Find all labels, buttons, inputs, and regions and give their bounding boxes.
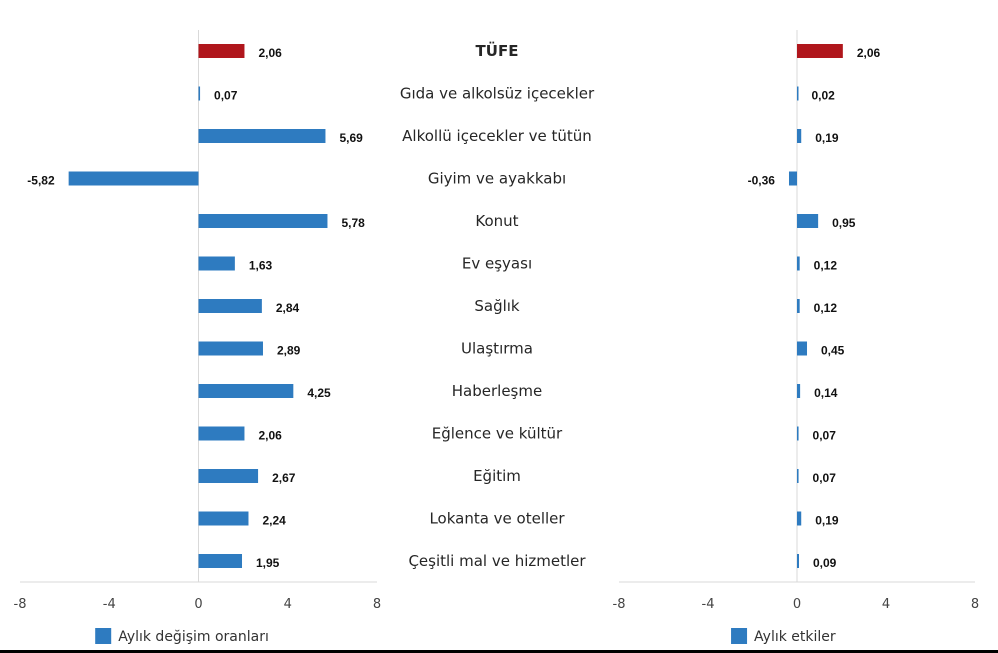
- bar: [198, 384, 294, 398]
- bar: [797, 86, 799, 101]
- data-label: 4,25: [307, 386, 331, 400]
- bar: [797, 469, 799, 483]
- bottom-border: [0, 650, 998, 653]
- data-label: 2,06: [857, 46, 881, 60]
- x-tick-label: -4: [103, 597, 116, 612]
- category-label: Ulaştırma: [461, 340, 533, 358]
- data-label: 0,09: [813, 556, 837, 570]
- data-label: 0,07: [813, 429, 837, 443]
- bar: [788, 171, 797, 186]
- legend-swatch: [95, 628, 112, 644]
- data-label: 5,78: [341, 216, 365, 230]
- category-label: Konut: [475, 212, 518, 230]
- legend-label: Aylık etkiler: [754, 629, 836, 645]
- data-label: 2,06: [258, 46, 282, 60]
- x-tick-label: 8: [971, 597, 979, 612]
- category-label: TÜFE: [476, 41, 519, 60]
- bar: [797, 554, 800, 568]
- data-label: 2,24: [262, 514, 286, 528]
- x-tick-label: 8: [373, 597, 381, 612]
- data-label: 2,84: [276, 301, 300, 315]
- category-label: Lokanta ve oteller: [429, 510, 565, 528]
- x-tick-label: 4: [882, 597, 890, 612]
- data-label: 2,89: [277, 344, 301, 358]
- x-tick-label: 0: [194, 597, 202, 612]
- bar: [198, 44, 245, 58]
- data-label: 5,69: [339, 131, 363, 145]
- data-label: 0,12: [814, 259, 838, 273]
- bar: [68, 171, 199, 186]
- data-label: 1,95: [256, 556, 280, 570]
- category-label: Çeşitli mal ve hizmetler: [408, 552, 586, 570]
- category-label: Sağlık: [474, 297, 520, 315]
- bar: [198, 214, 328, 228]
- data-label: -0,36: [748, 174, 776, 188]
- x-tick-label: 4: [284, 597, 292, 612]
- category-label: Alkollü içecekler ve tütün: [402, 127, 592, 145]
- bar: [797, 256, 800, 271]
- category-label: Giyim ve ayakkabı: [428, 170, 566, 188]
- bar: [198, 554, 243, 568]
- bar: [198, 256, 235, 271]
- data-label: 0,95: [832, 216, 856, 230]
- legend-label: Aylık değişim oranları: [118, 629, 269, 645]
- bar: [797, 384, 801, 398]
- data-label: 0,07: [214, 89, 238, 103]
- x-tick-label: 0: [793, 597, 801, 612]
- data-label: 0,19: [815, 131, 839, 145]
- bar: [198, 129, 326, 143]
- bar: [797, 44, 843, 58]
- data-label: 1,63: [249, 259, 273, 273]
- legend-swatch: [731, 628, 748, 644]
- data-label: 0,12: [814, 301, 838, 315]
- data-label: 0,07: [813, 471, 837, 485]
- category-label: Eğitim: [473, 467, 521, 485]
- bar: [198, 299, 262, 313]
- data-label: -5,82: [27, 174, 55, 188]
- data-label: 0,14: [814, 386, 838, 400]
- x-tick-label: -8: [613, 597, 626, 612]
- bar: [797, 214, 819, 228]
- category-label: Ev eşyası: [462, 255, 532, 273]
- bar: [198, 426, 245, 441]
- bar: [198, 469, 259, 483]
- bar: [198, 86, 201, 101]
- data-label: 0,45: [821, 344, 845, 358]
- bar: [797, 129, 802, 143]
- category-label: Gıda ve alkolsüz içecekler: [400, 85, 595, 103]
- bar: [797, 511, 802, 526]
- category-label: Haberleşme: [452, 382, 542, 400]
- x-tick-label: -8: [14, 597, 27, 612]
- data-label: 0,19: [815, 514, 839, 528]
- data-label: 2,06: [258, 429, 282, 443]
- bar: [198, 511, 249, 526]
- bar: [797, 426, 799, 441]
- data-label: 2,67: [272, 471, 296, 485]
- bar: [797, 341, 808, 356]
- bar: [797, 299, 800, 313]
- x-tick-label: -4: [702, 597, 715, 612]
- bar: [198, 341, 263, 356]
- category-label: Eğlence ve kültür: [432, 425, 563, 443]
- data-label: 0,02: [811, 89, 835, 103]
